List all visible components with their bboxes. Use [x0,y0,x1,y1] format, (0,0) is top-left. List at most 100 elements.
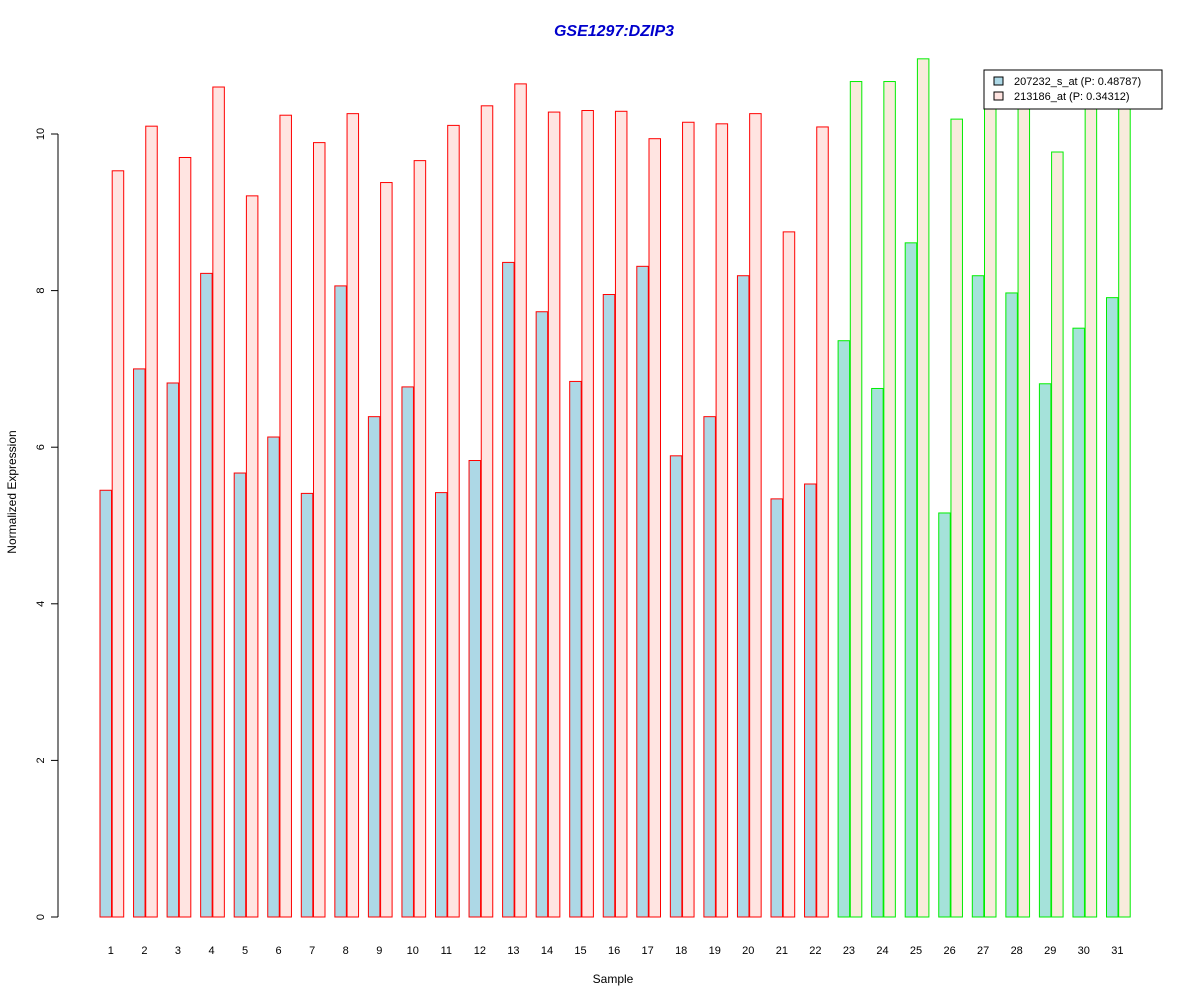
bar-series2-sample-4 [212,86,225,918]
bar-series1-sample-14 [535,311,549,918]
bar-series2-sample-29 [1051,151,1064,918]
bar-series1-sample-27 [971,275,985,918]
bar-series2-sample-1 [111,170,125,918]
x-tick-label: 4 [208,945,214,957]
legend-swatch [993,91,1004,101]
bar-series2-sample-17 [648,138,661,918]
bar-series2-sample-31 [1118,101,1131,918]
legend-box [983,69,1163,110]
bar-series1-sample-11 [435,492,448,918]
bar-series2-sample-23 [849,81,863,918]
x-tick-label: 28 [1011,945,1023,957]
bar-series1-sample-23 [837,340,851,918]
x-tick-label: 19 [709,945,721,957]
bar-series2-sample-27 [984,101,997,918]
bars [99,58,1131,918]
x-tick-label: 14 [541,945,553,957]
legend: 207232_s_at (P: 0.48787) 213186_at (P: 0.… [983,69,1163,110]
x-tick-label: 10 [407,945,419,957]
bar-series2-sample-13 [514,83,527,918]
bar-series2-sample-24 [883,81,896,918]
bar-series1-sample-5 [233,472,247,918]
x-tick-label: 22 [809,945,821,957]
x-tick-label: 7 [309,945,315,957]
x-tick-labels: 1 2 3 4 5 6 7 8 9 10 11 12 13 14 15 16 17 18 19 20 21 22 23 24 2… [108,945,1124,957]
legend-entry: 207232_s_at (P: 0.48787) [1014,76,1141,88]
x-tick-label: 3 [175,945,181,957]
x-tick-label: 16 [608,945,620,957]
bar-series1-sample-24 [871,387,884,918]
x-tick-label: 11 [441,945,452,957]
x-axis-label: Sample [593,972,634,986]
bar-series1-sample-10 [401,386,414,918]
bar-series2-sample-7 [313,142,326,918]
bar-series1-sample-1 [99,489,112,918]
y-axis: 0 2 4 6 8 10 [35,128,59,920]
bar-series2-sample-25 [916,58,930,918]
x-tick-label: 9 [376,945,382,957]
bar-series1-sample-19 [703,416,716,918]
bar-series2-sample-30 [1084,101,1098,918]
bar-series1-sample-15 [569,380,582,918]
bar-series2-sample-5 [245,195,259,918]
bar-series1-sample-31 [1106,297,1119,918]
y-tick-label: 4 [35,601,47,607]
chart-title: GSE1297:DZIP3 [554,23,674,40]
y-tick-label: 8 [35,288,47,294]
bar-series1-sample-17 [636,265,649,918]
bar-series1-sample-29 [1038,383,1052,918]
legend-entry: 213186_at (P: 0.34312) [1014,91,1130,103]
bar-series2-sample-15 [581,110,594,918]
bar-series2-sample-28 [1017,101,1031,918]
bar-series2-sample-10 [413,160,427,918]
bar-series1-sample-12 [468,460,482,918]
x-tick-label: 25 [910,945,922,957]
bar-series2-sample-11 [447,124,460,918]
x-tick-label: 20 [742,945,754,957]
bar-series2-sample-3 [178,156,192,918]
bar-series1-sample-26 [938,512,951,918]
bar-series2-sample-9 [380,182,393,918]
y-tick-label: 6 [35,444,47,450]
x-tick-label: 1 [108,945,114,957]
bar-series1-sample-2 [133,368,146,918]
x-tick-label: 23 [843,945,855,957]
y-axis-label: Normalized Expression [5,430,19,553]
x-tick-label: 29 [1044,945,1056,957]
bar-series2-sample-16 [614,110,628,918]
x-tick-label: 13 [507,945,519,957]
bar-series1-sample-7 [300,492,314,918]
x-tick-label: 21 [776,945,788,957]
y-tick-label: 10 [35,128,47,140]
bar-series1-sample-20 [736,275,750,918]
bar-series1-sample-30 [1072,327,1085,918]
bar-series2-sample-26 [950,118,963,918]
x-tick-label: 17 [642,945,654,957]
x-tick-label: 6 [276,945,282,957]
bar-series2-sample-21 [782,231,796,918]
x-tick-label: 12 [474,945,486,957]
bar-series1-sample-4 [200,272,213,918]
bar-series1-sample-21 [770,498,783,918]
x-tick-label: 24 [876,945,888,957]
bar-series2-sample-2 [145,125,158,918]
bar-series2-sample-22 [816,126,829,918]
x-tick-label: 30 [1078,945,1090,957]
bar-series2-sample-18 [682,121,695,918]
bar-series1-sample-18 [669,455,683,918]
bar-series2-sample-8 [346,113,360,918]
bar-series1-sample-22 [804,483,817,918]
x-tick-label: 15 [574,945,586,957]
bar-series1-sample-13 [502,261,515,918]
x-tick-label: 18 [675,945,687,957]
bar-series2-sample-12 [480,105,494,918]
x-tick-label: 2 [141,945,147,957]
y-tick-label: 2 [35,757,47,763]
bar-series1-sample-3 [166,382,180,918]
bar-series2-sample-20 [749,113,762,918]
y-tick-label: 0 [35,914,47,920]
x-tick-label: 26 [943,945,955,957]
x-tick-label: 5 [242,945,248,957]
bar-series2-sample-19 [715,123,729,918]
